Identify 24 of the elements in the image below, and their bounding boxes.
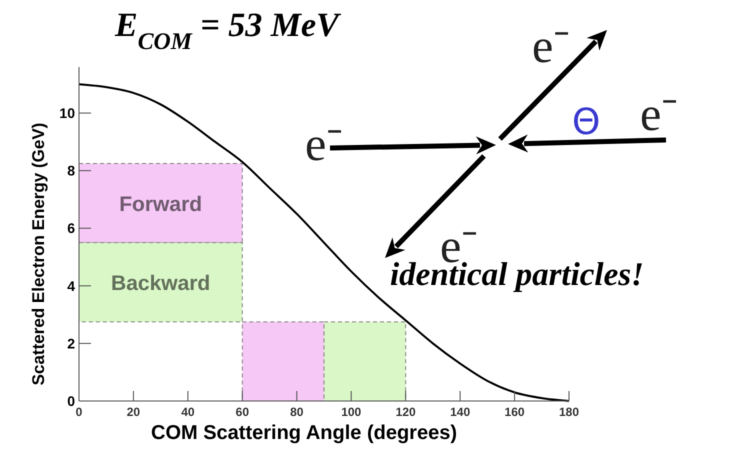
y-tick-label: 6 [67, 220, 76, 236]
y-axis-title: Scattered Electron Energy (GeV) [29, 122, 48, 386]
x-tick-label: 120 [396, 405, 416, 419]
series-label: Forward [119, 193, 202, 216]
y-tick-label: 4 [67, 278, 76, 294]
series-label: Backward [111, 272, 210, 296]
text: Θ [572, 102, 600, 143]
x-tick-label: 180 [558, 405, 580, 419]
x-tick-label: 40 [181, 405, 195, 419]
x-axis-title: COM Scattering Angle (degrees) [151, 422, 457, 444]
x-tick-label: 100 [341, 405, 362, 419]
chart-title: E$_{COM}$ = 53 MeV [114, 7, 342, 55]
y-tick-label: 10 [59, 105, 76, 122]
x-tick-label: 160 [504, 405, 525, 419]
x-tick-label: 140 [450, 405, 470, 419]
x-tick-label: 80 [290, 405, 304, 419]
y-tick-label: 2 [67, 335, 76, 352]
y-tick-label: 0 [67, 393, 76, 409]
annotation: e⁻ [532, 20, 570, 73]
annotation: e⁻ [305, 118, 342, 171]
x-tick-label: 60 [236, 405, 250, 419]
text: e⁻ [640, 88, 678, 141]
y-tick-label: 8 [67, 162, 76, 179]
x-tick-label: 20 [126, 405, 140, 419]
